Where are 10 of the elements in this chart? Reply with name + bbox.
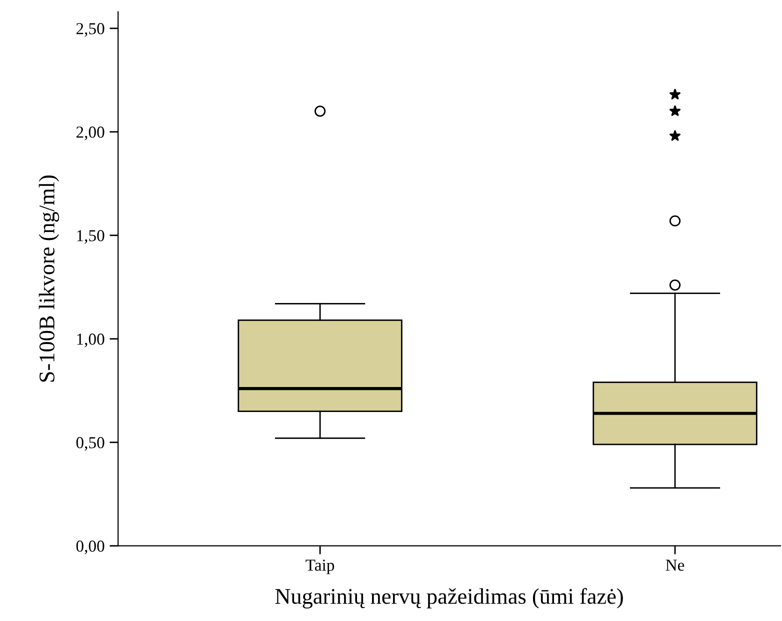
y-tick-label: 1,50 — [77, 230, 104, 244]
y-tick-label: 2,50 — [76, 23, 104, 37]
y-tick-label: 1,00 — [77, 334, 104, 348]
y-tick-label: 2,00 — [76, 126, 104, 140]
y-tick-label: 0,00 — [76, 540, 104, 554]
y-tick-label: 0,50 — [76, 437, 104, 451]
y-axis-title: S-100B likvore (ng/ml) — [38, 175, 60, 382]
x-tick-label: Taip — [306, 560, 334, 574]
x-tick-label: Ne — [666, 560, 684, 571]
x-axis-title: Nugarinių nervų pažeidimas (ūmi fazė) — [275, 588, 623, 608]
